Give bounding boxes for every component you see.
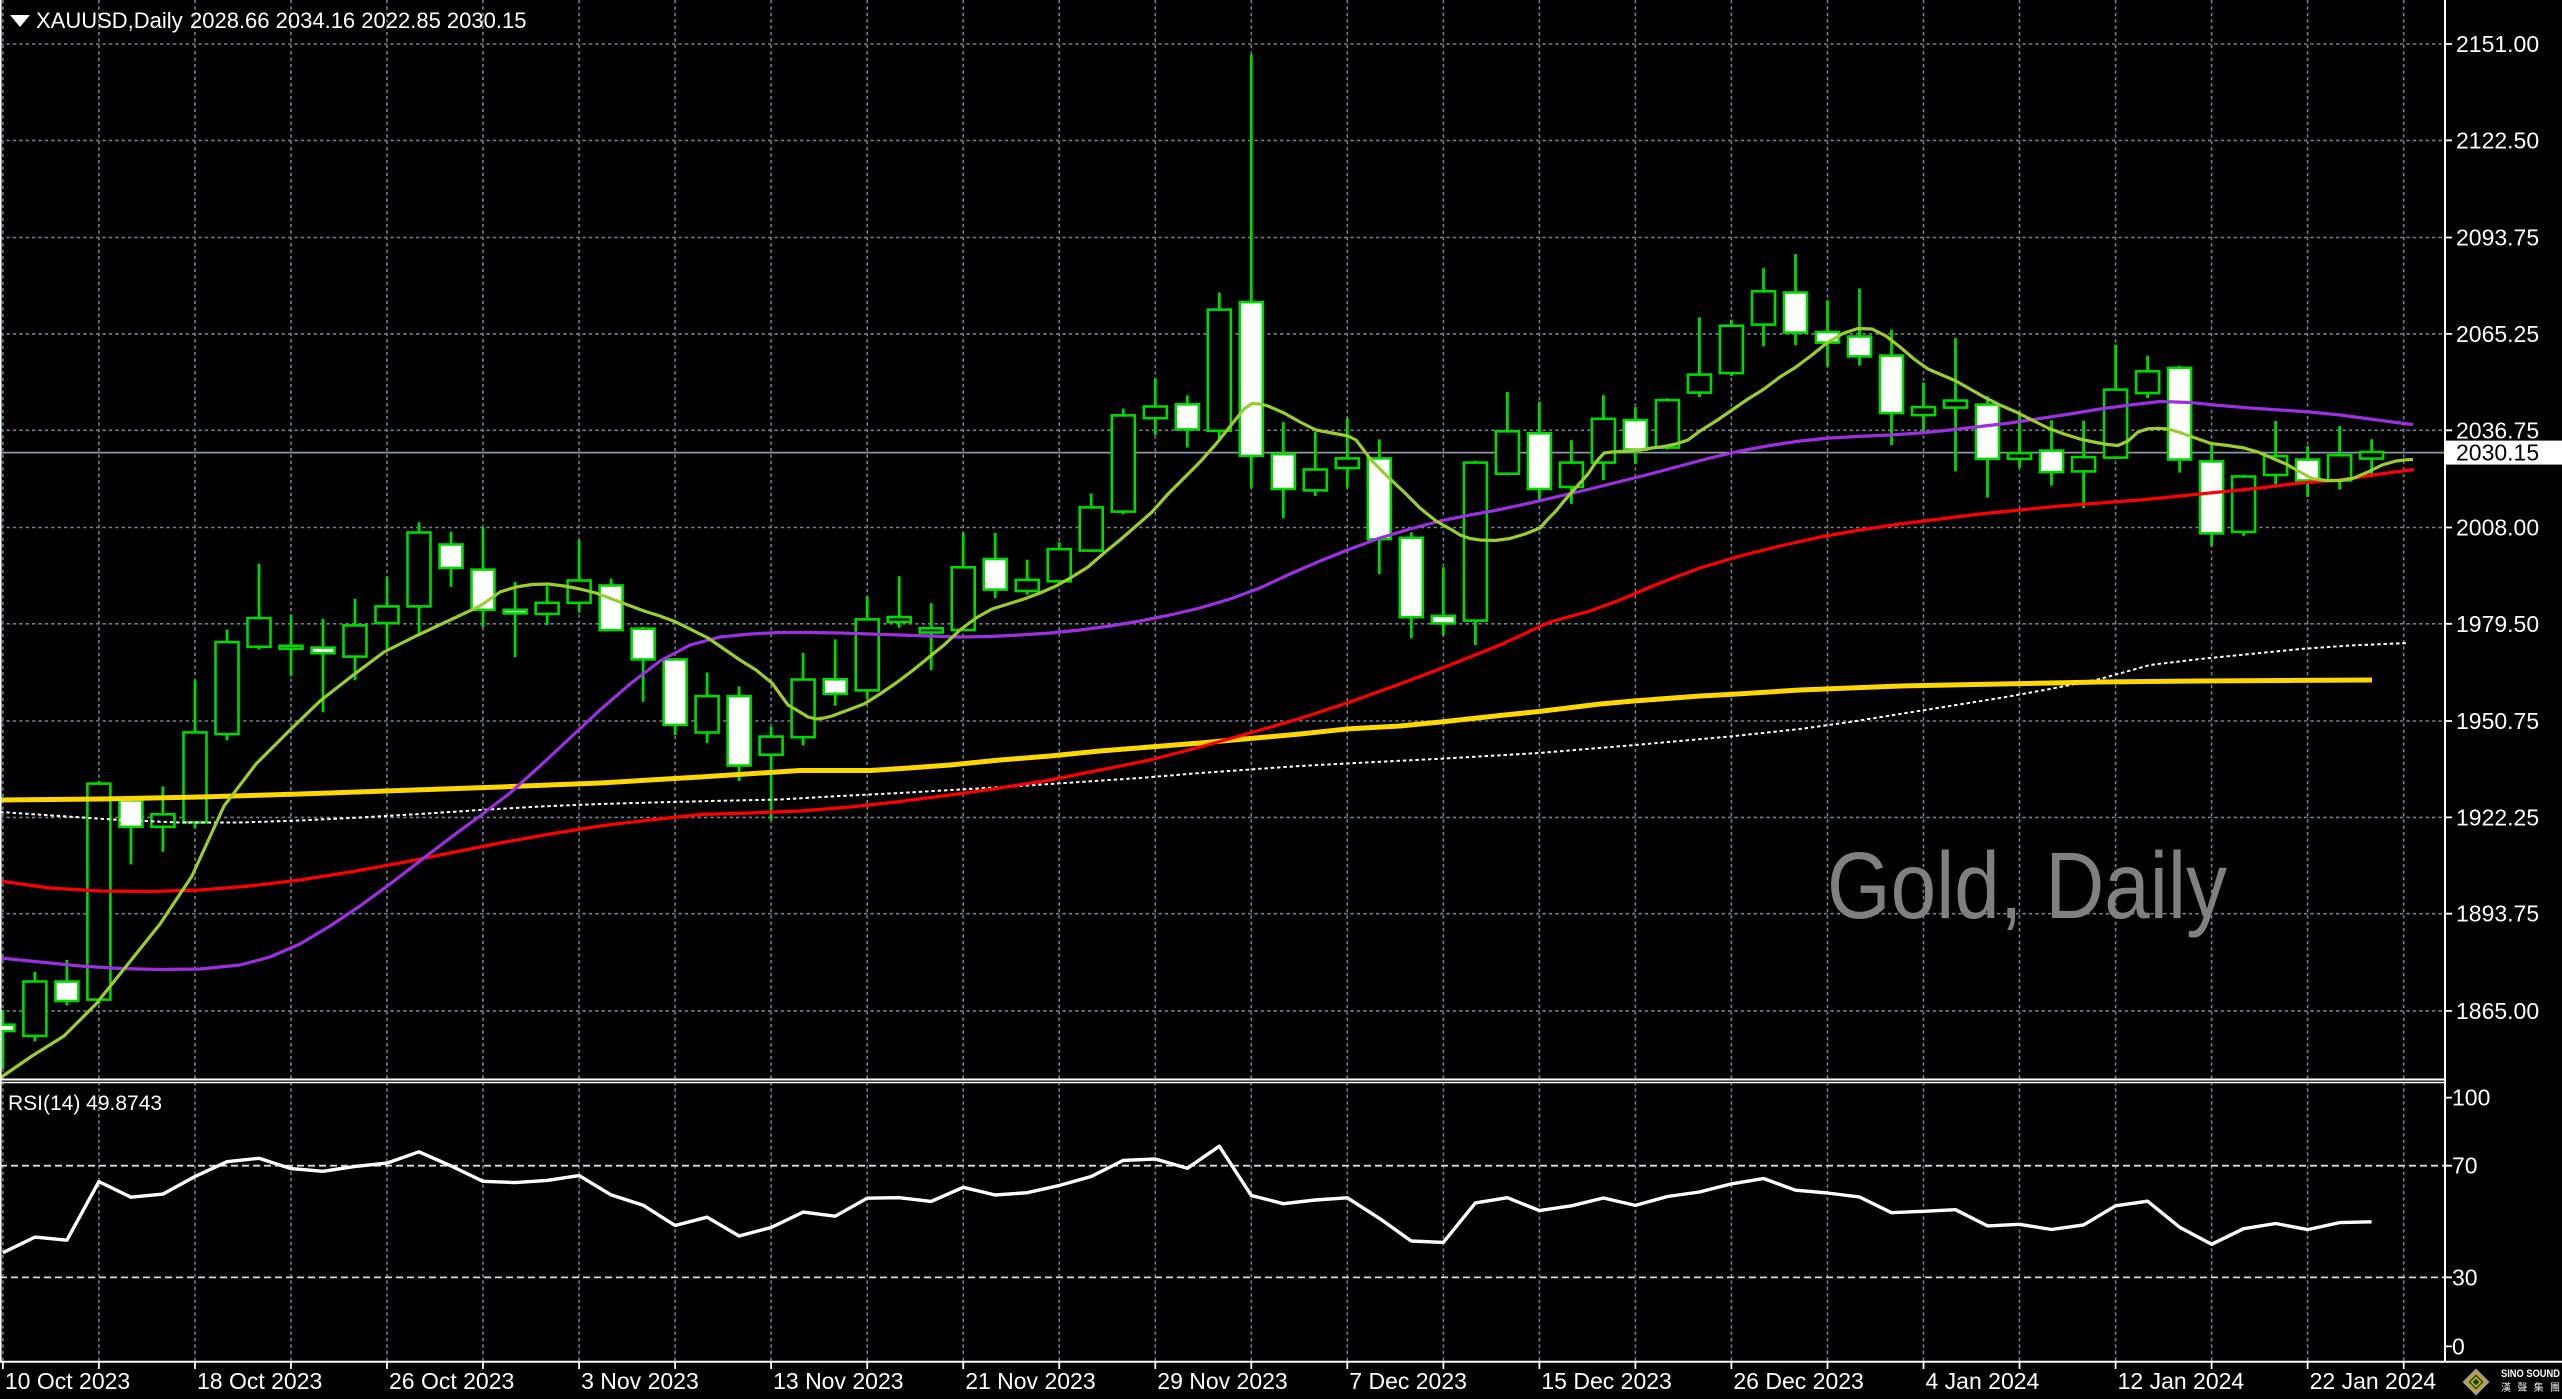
svg-text:3 Nov 2023: 3 Nov 2023 — [581, 1368, 699, 1394]
svg-text:7 Dec 2023: 7 Dec 2023 — [1349, 1368, 1467, 1394]
svg-text:1922.25: 1922.25 — [2456, 804, 2539, 830]
svg-text:15 Dec 2023: 15 Dec 2023 — [1541, 1368, 1671, 1394]
svg-text:SINO SOUND: SINO SOUND — [2501, 1368, 2560, 1380]
svg-text:30: 30 — [2452, 1264, 2478, 1290]
svg-text:1950.75: 1950.75 — [2456, 708, 2539, 734]
svg-text:1865.00: 1865.00 — [2456, 998, 2539, 1024]
svg-text:70: 70 — [2452, 1153, 2478, 1179]
svg-text:2151.00: 2151.00 — [2456, 31, 2539, 57]
svg-text:10 Oct 2023: 10 Oct 2023 — [5, 1368, 130, 1394]
svg-text:1979.50: 1979.50 — [2456, 611, 2539, 637]
svg-text:26 Oct 2023: 26 Oct 2023 — [389, 1368, 514, 1394]
svg-text:2093.75: 2093.75 — [2456, 225, 2539, 251]
svg-text:26 Dec 2023: 26 Dec 2023 — [1733, 1368, 1863, 1394]
svg-text:XAUUSD,Daily: XAUUSD,Daily — [36, 8, 183, 33]
svg-text:2065.25: 2065.25 — [2456, 321, 2539, 347]
svg-text:2122.50: 2122.50 — [2456, 127, 2539, 153]
svg-text:12 Jan 2024: 12 Jan 2024 — [2118, 1368, 2245, 1394]
svg-text:2028.66 2034.16 2022.85 2030.1: 2028.66 2034.16 2022.85 2030.15 — [190, 8, 526, 33]
svg-text:2030.15: 2030.15 — [2456, 440, 2539, 466]
svg-text:18 Oct 2023: 18 Oct 2023 — [197, 1368, 322, 1394]
svg-text:RSI(14) 49.8743: RSI(14) 49.8743 — [8, 1092, 162, 1115]
svg-text:2008.00: 2008.00 — [2456, 515, 2539, 541]
svg-text:Gold, Daily: Gold, Daily — [1827, 833, 2227, 939]
svg-text:0: 0 — [2452, 1333, 2465, 1359]
svg-text:1893.75: 1893.75 — [2456, 901, 2539, 927]
svg-text:29 Nov 2023: 29 Nov 2023 — [1157, 1368, 1287, 1394]
svg-text:4 Jan 2024: 4 Jan 2024 — [1926, 1368, 2040, 1394]
svg-text:22 Jan 2024: 22 Jan 2024 — [2310, 1368, 2437, 1394]
svg-text:2036.75: 2036.75 — [2456, 417, 2539, 443]
svg-text:100: 100 — [2452, 1085, 2490, 1111]
svg-text:21 Nov 2023: 21 Nov 2023 — [965, 1368, 1095, 1394]
svg-text:13 Nov 2023: 13 Nov 2023 — [773, 1368, 903, 1394]
